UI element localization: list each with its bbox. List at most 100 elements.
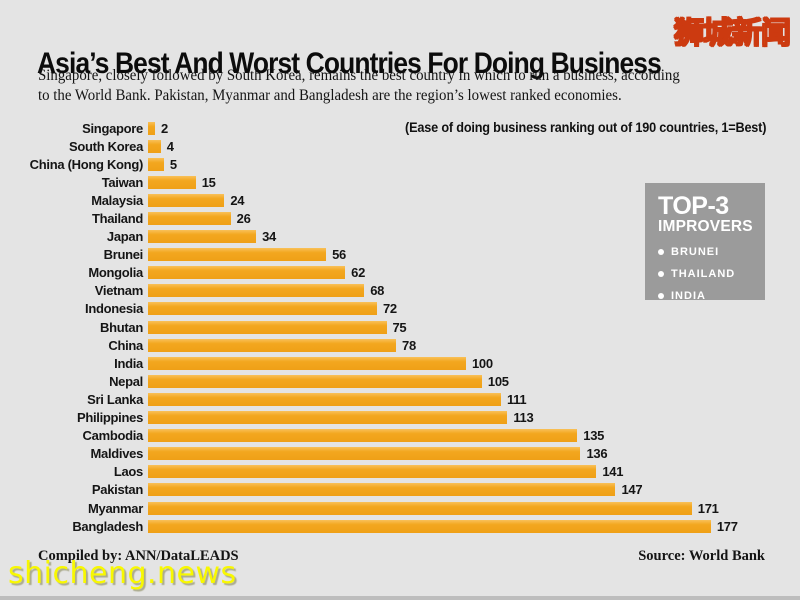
rank-value: 26: [236, 211, 251, 227]
rank-value: 111: [506, 391, 527, 407]
bullet-dot-icon: [658, 249, 664, 255]
top3-item: INDIA: [658, 290, 765, 302]
country-label: Maldives: [90, 446, 143, 462]
country-label: Japan: [106, 229, 143, 245]
chart-row: Bangladesh 177: [0, 517, 800, 535]
rank-value: 15: [201, 174, 216, 190]
top3-item-label: INDIA: [671, 290, 706, 302]
country-label: China: [108, 337, 143, 353]
country-label: Mongolia: [88, 265, 143, 281]
rank-bar: [148, 248, 327, 262]
country-label: South Korea: [69, 138, 143, 154]
source-credit: Source: World Bank: [638, 548, 765, 564]
rank-bar: [148, 501, 692, 515]
chart-row: Myanmar 171: [0, 499, 800, 517]
subtitle: Singapore, closely followed by South Kor…: [38, 66, 680, 106]
country-label: China (Hong Kong): [29, 156, 144, 172]
chart-row: Thailand 26: [0, 209, 800, 227]
chart-row: Pakistan 147: [0, 481, 800, 499]
top3-item: BRUNEI: [658, 246, 765, 258]
rank-value: 72: [382, 301, 397, 317]
rank-bar: [148, 139, 161, 153]
rank-value: 177: [716, 518, 738, 534]
rank-value: 135: [583, 428, 605, 444]
top3-item: THAILAND: [658, 268, 765, 280]
rank-bar: [148, 483, 616, 497]
country-label: Malaysia: [91, 192, 143, 208]
country-label: Indonesia: [85, 301, 143, 317]
chart-row: Taiwan 15: [0, 173, 800, 191]
rank-bar: [148, 374, 482, 388]
chart-row: Indonesia 72: [0, 300, 800, 318]
country-label: Vietnam: [94, 283, 144, 299]
chart-row: Nepal 105: [0, 372, 800, 390]
bullet-dot-icon: [658, 293, 664, 299]
country-label: Philippines: [76, 410, 143, 426]
rank-value: 24: [230, 192, 245, 208]
country-label: Bangladesh: [72, 518, 143, 534]
rank-bar: [148, 392, 501, 406]
watermark-chinese: 狮城新闻: [673, 15, 791, 51]
rank-bar: [148, 266, 346, 280]
rank-bar: [148, 465, 597, 479]
bar-chart-rows: Singapore 2 South Korea 4 China (Hong Kong) 5…: [0, 119, 800, 535]
chart-row: Maldives 136: [0, 445, 800, 463]
country-label: Myanmar: [88, 500, 143, 516]
subtitle-line-2: to the World Bank. Pakistan, Myanmar and…: [38, 87, 622, 104]
rank-value: 34: [262, 229, 276, 245]
rank-bar: [148, 121, 155, 135]
page-title: Asia’s Best And Worst Countries For Doin…: [37, 47, 662, 81]
rank-bar: [148, 338, 397, 352]
chart-row: South Korea 4: [0, 137, 800, 155]
chart-row: China (Hong Kong) 5: [0, 155, 800, 173]
chart-row: India 100: [0, 354, 800, 372]
watermark-site: shicheng.news: [8, 556, 237, 591]
country-label: Laos: [113, 464, 143, 480]
chart-row: China 78: [0, 336, 800, 354]
chart-note: (Ease of doing business ranking out of 1…: [404, 120, 766, 135]
rank-bar: [148, 356, 466, 370]
chart-row: Mongolia 62: [0, 264, 800, 282]
top3-subtitle: IMPROVERS: [658, 218, 753, 235]
rank-value: 5: [169, 156, 177, 172]
rank-value: 2: [161, 120, 168, 136]
rank-bar: [148, 175, 196, 189]
chart-row: Bhutan 75: [0, 318, 800, 336]
country-label: Singapore: [82, 120, 143, 136]
rank-value: 62: [351, 265, 366, 281]
compiled-by-credit: Compiled by: ANN/DataLEADS: [38, 548, 239, 564]
rank-value: 147: [621, 482, 643, 498]
rank-bar: [148, 447, 581, 461]
rank-value: 171: [697, 500, 719, 516]
country-label: India: [114, 355, 143, 371]
country-label: Pakistan: [91, 482, 143, 498]
bullet-dot-icon: [658, 271, 664, 277]
country-label: Sri Lanka: [87, 391, 143, 407]
country-label: Brunei: [103, 247, 144, 263]
chart-row: Malaysia 24: [0, 191, 800, 209]
rank-bar: [148, 284, 365, 298]
chart-row: Brunei 56: [0, 246, 800, 264]
rank-value: 68: [370, 283, 385, 299]
subtitle-line-1: Singapore, closely followed by South Kor…: [38, 67, 680, 84]
country-label: Taiwan: [101, 174, 144, 190]
top3-item-label: THAILAND: [671, 268, 736, 280]
rank-bar: [148, 212, 231, 226]
rank-bar: [148, 193, 225, 207]
chart-row: Japan 34: [0, 228, 800, 246]
top3-improvers-box: TOP-3 IMPROVERS BRUNEI THAILAND INDIA: [645, 183, 765, 302]
chart-row: Singapore 2: [0, 119, 800, 137]
rank-bar: [148, 429, 578, 443]
chart-row: Laos 141: [0, 463, 800, 481]
country-label: Thailand: [91, 211, 143, 227]
rank-value: 141: [602, 464, 624, 480]
chart-row: Vietnam 68: [0, 282, 800, 300]
rank-bar: [148, 302, 377, 316]
rank-value: 4: [166, 138, 174, 154]
country-label: Nepal: [109, 373, 143, 389]
rank-value: 75: [392, 319, 407, 335]
rank-bar: [148, 411, 508, 425]
country-label: Bhutan: [100, 319, 143, 335]
rank-bar: [148, 519, 711, 533]
